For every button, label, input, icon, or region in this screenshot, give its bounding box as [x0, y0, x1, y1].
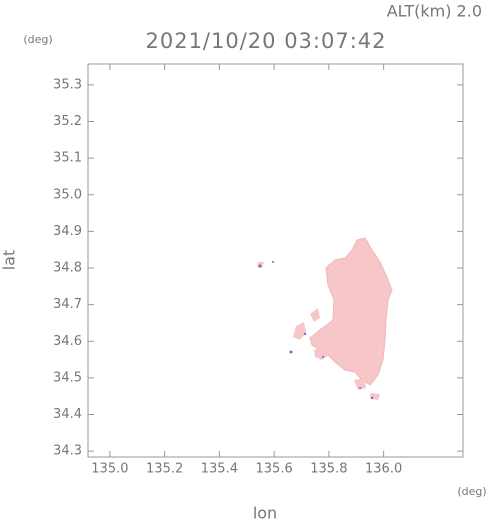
y-tick-label: 34.7 — [53, 297, 82, 312]
plot-frame — [87, 63, 464, 458]
y-tick-label: 35.0 — [53, 187, 82, 202]
y-tick-label: 34.8 — [53, 261, 82, 276]
x-unit: (deg) — [457, 485, 486, 498]
y-tick-label: 34.3 — [53, 444, 82, 459]
x-tick-label: 135.4 — [201, 462, 238, 477]
x-axis-label: lon — [253, 504, 277, 521]
y-tick-label: 35.1 — [53, 151, 82, 166]
y-tick-label: 34.9 — [53, 224, 82, 239]
y-axis-label: lat — [0, 250, 19, 271]
y-tick-label: 35.2 — [53, 114, 82, 129]
y-tick-label: 35.3 — [53, 77, 82, 92]
x-tick-label: 135.0 — [91, 462, 128, 477]
x-tick-label: 135.8 — [310, 462, 347, 477]
y-tick-label: 34.6 — [53, 334, 82, 349]
x-tick-label: 135.2 — [146, 462, 183, 477]
x-tick-label: 136.0 — [365, 462, 402, 477]
altitude-annotation: ALT(km) 2.0 — [387, 2, 482, 21]
y-tick-label: 34.5 — [53, 370, 82, 385]
y-unit: (deg) — [23, 33, 52, 46]
radar-echo — [257, 237, 393, 400]
x-tick-label: 135.6 — [256, 462, 293, 477]
chart-title: 2021/10/20 03:07:42 — [145, 29, 386, 53]
y-tick-label: 34.4 — [53, 407, 82, 422]
